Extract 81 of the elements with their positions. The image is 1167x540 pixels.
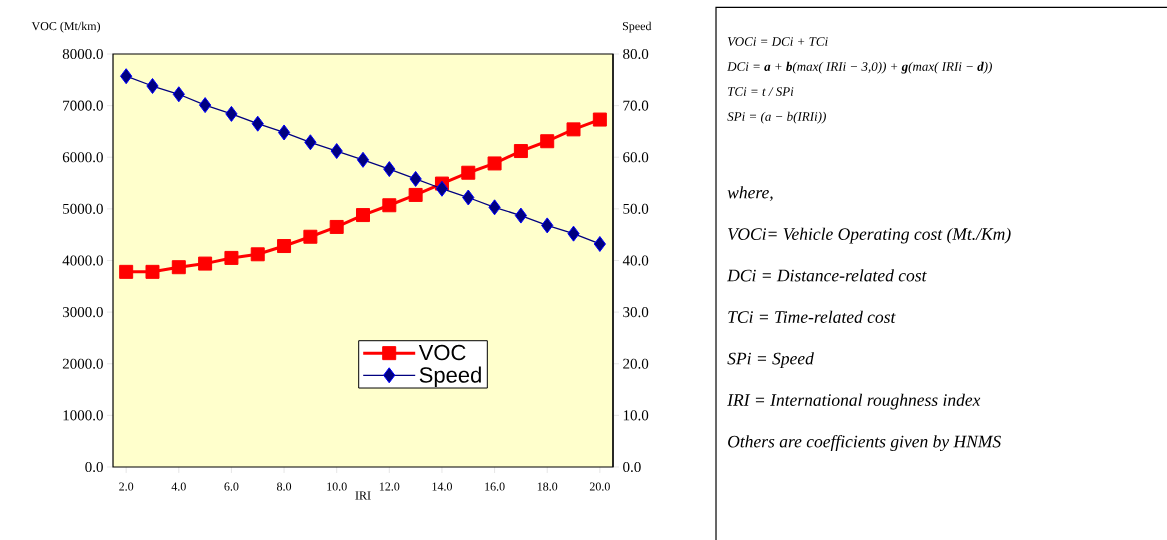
point bbox=[356, 151, 370, 168]
point bbox=[383, 161, 396, 178]
x-tick-label: 20.0 bbox=[589, 482, 610, 491]
point bbox=[567, 225, 580, 242]
text: TCi = t / SPi bbox=[728, 87, 794, 96]
point bbox=[171, 260, 186, 275]
point bbox=[541, 217, 554, 234]
y-tick-label: 8000.0 bbox=[62, 48, 103, 60]
y-tick-label: 2000.0 bbox=[62, 358, 103, 369]
point bbox=[145, 264, 160, 279]
x-axis-title: IRI bbox=[355, 491, 371, 500]
point bbox=[487, 156, 502, 171]
point bbox=[277, 239, 292, 254]
y-tick-label: 0.0 bbox=[85, 461, 103, 473]
point bbox=[251, 115, 264, 132]
text: Others are coefficients given by HNMS bbox=[728, 434, 1001, 452]
x-tick-label: 18.0 bbox=[537, 482, 558, 491]
point bbox=[513, 144, 528, 159]
y2-tick-label: 60.0 bbox=[623, 152, 649, 163]
point bbox=[409, 170, 422, 187]
point bbox=[462, 189, 475, 206]
y-tick-label: 7000.0 bbox=[63, 100, 103, 111]
text: IRI = International roughness index bbox=[727, 393, 981, 410]
point bbox=[277, 124, 291, 141]
x-tick-label: 8.0 bbox=[277, 482, 292, 491]
point bbox=[198, 256, 213, 271]
y2-tick-label: 70.0 bbox=[623, 100, 649, 111]
y2-tick-label: 0.0 bbox=[623, 461, 641, 473]
point bbox=[224, 250, 239, 265]
point bbox=[382, 198, 397, 213]
x-tick-label: 2.0 bbox=[119, 482, 134, 491]
point bbox=[540, 134, 555, 149]
x-tick-label: 6.0 bbox=[224, 482, 239, 491]
y-axis-title: VOC (Mt/km) bbox=[31, 21, 101, 33]
point bbox=[329, 219, 344, 234]
point bbox=[120, 68, 133, 85]
y2-tick-label: 40.0 bbox=[622, 255, 649, 266]
legend-label: Speed bbox=[419, 366, 481, 388]
y2-tick-label: 30.0 bbox=[623, 307, 649, 318]
y2-tick-label: 20.0 bbox=[623, 358, 649, 369]
point bbox=[592, 112, 607, 127]
x-tick-label: 12.0 bbox=[379, 482, 400, 491]
point bbox=[172, 86, 185, 103]
point bbox=[119, 264, 134, 279]
point bbox=[330, 143, 343, 160]
legend-label: VOC bbox=[418, 344, 466, 361]
point bbox=[408, 187, 423, 202]
point bbox=[356, 208, 371, 223]
point bbox=[304, 134, 317, 151]
text: where, bbox=[727, 186, 773, 201]
y-tick-label: 4000.0 bbox=[62, 255, 103, 266]
y-tick-label: 1000.0 bbox=[63, 410, 103, 421]
point bbox=[461, 165, 476, 180]
text: VOCi = DCi + TCi bbox=[727, 37, 828, 46]
point bbox=[514, 207, 528, 224]
y2-axis-title: Speed bbox=[622, 21, 652, 33]
text: SPi = (a − b(IRIi)) bbox=[727, 111, 826, 124]
point bbox=[488, 199, 501, 216]
point bbox=[250, 247, 265, 262]
point bbox=[303, 229, 318, 244]
text: TCi = Time-related cost bbox=[728, 310, 896, 323]
text: SPi = Speed bbox=[727, 352, 814, 369]
y2-tick-label: 80.0 bbox=[623, 48, 649, 60]
text: VOCi= Vehicle Operating cost (Mt./Km) bbox=[728, 227, 1011, 244]
x-tick-label: 10.0 bbox=[327, 482, 347, 491]
x-tick-label: 4.0 bbox=[171, 482, 186, 491]
point bbox=[435, 180, 449, 197]
y-tick-label: 5000.0 bbox=[63, 203, 103, 214]
text: DCi = Distance-related cost bbox=[727, 269, 927, 282]
text: DCi = a + b(max( IRIi − 3,0)) + g(max( IRIi − d)) bbox=[727, 61, 992, 74]
y-tick-label: 3000.0 bbox=[62, 307, 103, 318]
point bbox=[566, 122, 581, 137]
point bbox=[593, 235, 606, 252]
x-tick-label: 14.0 bbox=[432, 482, 452, 491]
point bbox=[146, 78, 159, 95]
point bbox=[225, 105, 238, 122]
y-tick-label: 6000.0 bbox=[62, 152, 103, 163]
y2-tick-label: 10.0 bbox=[623, 410, 649, 421]
x-tick-label: 16.0 bbox=[485, 482, 505, 491]
y2-tick-label: 50.0 bbox=[623, 203, 649, 214]
point bbox=[198, 97, 212, 114]
